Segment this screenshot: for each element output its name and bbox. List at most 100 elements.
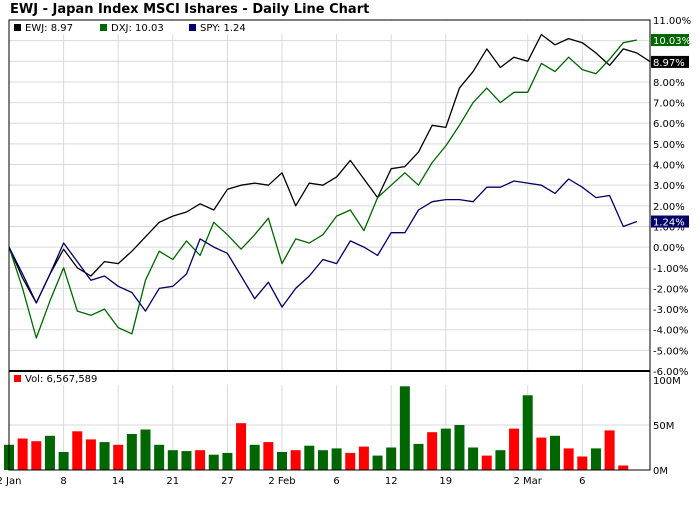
- volume-bar: [386, 447, 397, 470]
- volume-bar: [317, 450, 328, 470]
- end-value-box: [651, 215, 689, 228]
- legend-label: DXJ: 10.03: [111, 23, 164, 34]
- series-line-dxj: [8, 39, 638, 339]
- volume-bar: [563, 448, 574, 470]
- y-tick-label: 6.00%: [653, 119, 685, 130]
- legend-swatch: [14, 24, 21, 31]
- y-tick-label: -5.00%: [653, 346, 688, 357]
- volume-bar: [222, 452, 233, 470]
- price-series: [8, 33, 651, 339]
- x-tick-label: 6: [579, 476, 585, 487]
- volume-bar: [331, 448, 342, 470]
- volume-bar: [358, 446, 369, 470]
- x-tick-label: 14: [112, 476, 125, 487]
- x-tick-label: 8: [60, 476, 66, 487]
- volume-bar: [481, 455, 492, 470]
- volume-bar: [249, 444, 260, 470]
- volume-bar: [454, 425, 465, 470]
- frame-layer: [8, 19, 651, 471]
- volume-bar: [372, 455, 383, 470]
- legends: EWJ: 8.97 DXJ: 10.03 SPY: 1.24 Vol: 6,567,5…: [8, 19, 651, 471]
- volume-tick-label: 0M: [653, 466, 668, 477]
- volume-bar: [85, 439, 96, 470]
- y-tick-label: 1.00%: [653, 222, 685, 233]
- volume-bar: [618, 465, 629, 470]
- series-line-spy: [8, 178, 638, 312]
- volume-bar: [304, 445, 315, 470]
- axes: 11.00%10.00%9.00%8.00%7.00%6.00%5.00%4.0…: [0, 16, 691, 487]
- legend-label: SPY: 1.24: [200, 23, 246, 34]
- y-tick-label: -1.00%: [653, 264, 688, 275]
- volume-bar: [522, 395, 533, 470]
- x-tick-label: 27: [221, 476, 234, 487]
- end-value-box: [651, 55, 689, 68]
- series-line-ewj: [8, 33, 651, 304]
- end-value-label: 10.03%: [653, 36, 691, 47]
- volume-bar: [277, 452, 287, 470]
- volume-bar: [44, 435, 55, 470]
- end-value-label: 1.24%: [653, 218, 685, 229]
- x-tick-label: 6: [333, 476, 339, 487]
- x-tick-label: 19: [439, 476, 452, 487]
- volume-bar: [58, 452, 69, 470]
- volume-bar: [550, 435, 560, 470]
- y-tick-label: -2.00%: [653, 284, 688, 295]
- legend-label: EWJ: 8.97: [25, 23, 73, 34]
- legend-label: Vol: 6,567,589: [25, 374, 97, 385]
- volume-bar: [195, 450, 206, 470]
- volume-bar: [399, 386, 410, 470]
- volume-bar: [140, 429, 151, 470]
- volume-bar: [577, 456, 588, 470]
- y-tick-label: 0.00%: [653, 243, 685, 254]
- y-tick-label: 8.00%: [653, 78, 685, 89]
- volume-bar: [31, 441, 42, 470]
- volume-bar: [236, 423, 247, 470]
- legend-swatch: [189, 24, 196, 31]
- volume-bar: [72, 431, 83, 470]
- volume-bar: [604, 430, 615, 470]
- y-tick-label: 11.00%: [653, 16, 691, 27]
- volume-bar: [208, 454, 219, 470]
- y-tick-label: 7.00%: [653, 99, 685, 110]
- price-panel-frame: [8, 19, 651, 372]
- volume-tick-label: 100M: [653, 376, 681, 387]
- volume-bar: [154, 444, 165, 470]
- end-value-label: 8.97%: [653, 58, 685, 69]
- volume-bar: [113, 444, 124, 470]
- chart-title: EWJ - Japan Index MSCI Ishares - Daily L…: [10, 2, 370, 17]
- volume-bar: [495, 450, 506, 470]
- volume-bar: [413, 443, 424, 470]
- volume-bar: [345, 452, 356, 470]
- x-tick-label: 2 Feb: [268, 476, 295, 487]
- volume-bar: [290, 450, 301, 470]
- volume-bar: [536, 437, 547, 470]
- price-legend-bg: [10, 21, 649, 34]
- volume-bar: [181, 451, 192, 470]
- volume-bar: [440, 428, 451, 470]
- volume-bar: [590, 448, 601, 470]
- volume-bar: [427, 432, 438, 470]
- y-tick-label: -6.00%: [653, 367, 688, 378]
- volume-tick-label: 50M: [653, 421, 674, 432]
- x-tick-label: 12: [385, 476, 398, 487]
- volume-legend-bg: [10, 372, 649, 385]
- x-tick-label: 2 Jan: [0, 476, 21, 487]
- volume-bar: [167, 450, 178, 470]
- volume-bar: [263, 442, 274, 470]
- volume-bar: [99, 442, 110, 470]
- y-tick-label: 2.00%: [653, 202, 685, 213]
- volume-bar: [509, 428, 520, 470]
- volume-bars: [4, 386, 629, 470]
- legend-swatch: [14, 375, 21, 382]
- end-value-box: [651, 34, 689, 47]
- y-tick-label: 3.00%: [653, 181, 685, 192]
- volume-bar: [126, 434, 137, 470]
- volume-bar: [17, 438, 28, 470]
- y-tick-label: 5.00%: [653, 140, 685, 151]
- y-tick-label: 4.00%: [653, 161, 685, 172]
- legend-swatch: [100, 24, 107, 31]
- y-tick-label: -4.00%: [653, 326, 688, 337]
- x-tick-label: 2 Mar: [513, 476, 542, 487]
- x-tick-label: 21: [166, 476, 179, 487]
